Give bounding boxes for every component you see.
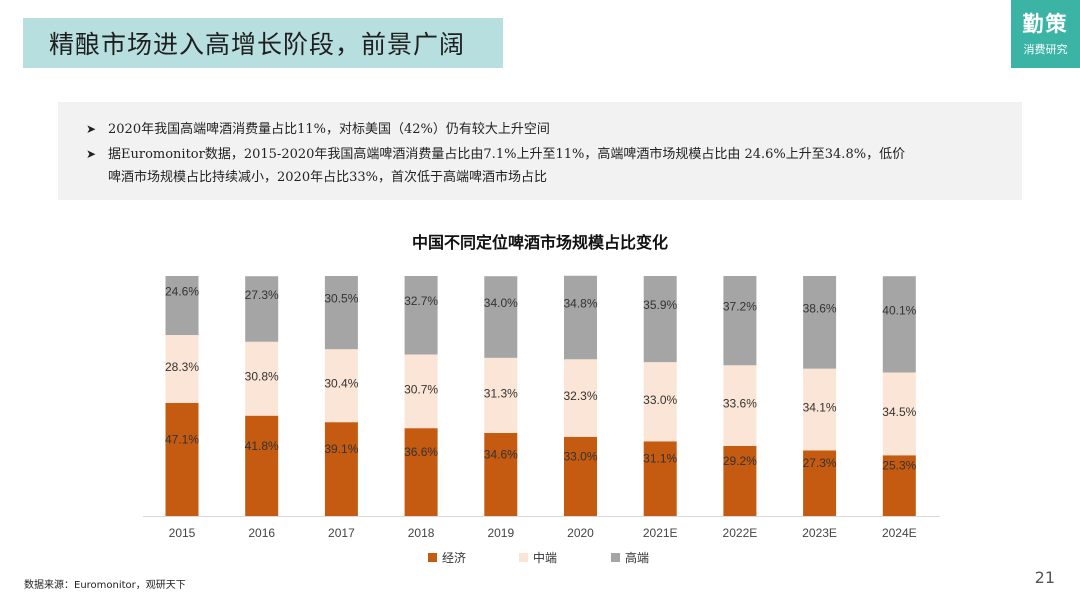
bar-segment-2016-中端: [245, 341, 279, 416]
summary-bullet-2-cont: 啤酒市场规模占比持续减小，2020年占比33%，首次低于高端啤酒市场占比: [108, 166, 547, 190]
bar-segment-2024E-高端: [882, 276, 916, 373]
bar-segment-2018-中端: [404, 354, 438, 429]
data-label-2016-经济: 41.8%: [245, 439, 279, 453]
data-label-2022E-高端: 37.2%: [723, 300, 757, 314]
bar-segment-2015-经济: [165, 402, 199, 516]
bar-segment-2017-中端: [324, 349, 358, 423]
bar-segment-2019-中端: [484, 357, 518, 433]
data-label-2024E-中端: 34.5%: [882, 405, 916, 419]
arrow-right-icon: ➤: [86, 147, 97, 161]
bar-segment-2015-中端: [165, 335, 199, 403]
x-tick-label-2016: 2016: [248, 526, 275, 540]
chart-title: 中国不同定位啤酒市场规模占比变化: [411, 233, 668, 252]
legend-swatch-高端: [611, 553, 620, 562]
data-label-2021E-经济: 31.1%: [643, 452, 677, 466]
bar-segment-2021E-中端: [643, 362, 677, 442]
summary-bullet-2: ➤ 据Euromonitor数据，2015-2020年我国高端啤酒消费量占比由7.…: [86, 142, 905, 167]
data-label-2020-高端: 34.8%: [563, 297, 597, 311]
data-label-2019-高端: 34.0%: [484, 296, 518, 310]
data-label-2015-中端: 28.3%: [165, 360, 199, 374]
bullet-1-text: 2020年我国高端啤酒消费量占比11%，对标美国（42%）仍有较大上升空间: [108, 122, 550, 137]
bar-segment-2023E-高端: [803, 276, 837, 369]
bar-segment-2017-经济: [324, 422, 358, 516]
data-label-2019-经济: 34.6%: [484, 447, 518, 461]
data-label-2015-经济: 47.1%: [165, 432, 199, 446]
data-label-2024E-高端: 40.1%: [882, 303, 916, 317]
title-bar: 精酿市场进入高增长阶段，前景广阔: [23, 18, 503, 68]
data-label-2023E-经济: 27.3%: [803, 456, 837, 470]
legend-label-经济: 经济: [442, 550, 466, 565]
data-label-2022E-经济: 29.2%: [723, 454, 757, 468]
legend-swatch-中端: [519, 553, 528, 562]
x-tick-label-2017: 2017: [328, 526, 355, 540]
x-tick-label-2018: 2018: [408, 526, 435, 540]
page-title: 精酿市场进入高增长阶段，前景广阔: [49, 30, 466, 59]
data-label-2024E-经济: 25.3%: [882, 459, 916, 473]
bar-segment-2021E-高端: [643, 276, 677, 363]
data-label-2017-高端: 30.5%: [324, 292, 358, 306]
data-label-2023E-中端: 34.1%: [803, 401, 837, 415]
x-tick-label-2019: 2019: [487, 526, 514, 540]
data-label-2018-中端: 30.7%: [404, 382, 438, 396]
data-label-2022E-中端: 33.6%: [723, 397, 757, 411]
brand-logo: 勤策 消费研究: [1011, 0, 1080, 68]
logo-sub-text: 消费研究: [1023, 43, 1068, 56]
x-tick-label-2023E: 2023E: [802, 526, 837, 540]
data-label-2016-中端: 30.8%: [245, 370, 279, 384]
logo-main-text: 勤策: [1022, 12, 1069, 36]
data-label-2020-中端: 32.3%: [563, 389, 597, 403]
bar-segment-2016-经济: [245, 415, 279, 516]
summary-box: ➤ 2020年我国高端啤酒消费量占比11%，对标美国（42%）仍有较大上升空间 ➤…: [58, 102, 1022, 200]
bar-segment-2020-中端: [564, 359, 597, 437]
bar-segment-2020-高端: [564, 275, 597, 360]
page-number: 21: [1034, 568, 1055, 587]
bar-segment-2015-高端: [165, 276, 199, 336]
bar-segment-2022E-经济: [723, 445, 757, 516]
x-tick-label-2015: 2015: [169, 526, 196, 540]
bullet-2-text-line1: 据Euromonitor数据，2015-2020年我国高端啤酒消费量占比由7.1…: [108, 147, 906, 162]
legend-label-中端: 中端: [533, 550, 557, 565]
bar-segment-2020-经济: [564, 436, 597, 516]
x-tick-label-2024E: 2024E: [882, 526, 917, 540]
bar-segment-2022E-高端: [723, 276, 757, 366]
bar-segment-2023E-经济: [803, 450, 837, 516]
arrow-right-icon: ➤: [86, 122, 97, 136]
bar-segment-2024E-经济: [882, 455, 916, 516]
bar-segment-2022E-中端: [723, 365, 757, 446]
data-label-2017-中端: 30.4%: [324, 377, 358, 391]
summary-bullet-1: ➤ 2020年我国高端啤酒消费量占比11%，对标美国（42%）仍有较大上升空间: [86, 117, 550, 142]
data-label-2019-中端: 31.3%: [484, 386, 518, 400]
data-label-2020-经济: 33.0%: [563, 449, 597, 463]
bar-segment-2016-高端: [245, 276, 279, 342]
bar-segment-2017-高端: [324, 276, 358, 350]
bar-segment-2018-经济: [404, 428, 438, 516]
data-label-2021E-中端: 33.0%: [643, 393, 677, 407]
x-tick-label-2020: 2020: [567, 526, 594, 540]
bullet-2-text-line2: 啤酒市场规模占比持续减小，2020年占比33%，首次低于高端啤酒市场占比: [108, 170, 547, 185]
legend-swatch-经济: [428, 553, 437, 562]
data-label-2018-高端: 32.7%: [404, 294, 438, 308]
bar-segment-2019-经济: [484, 432, 518, 516]
data-label-2021E-高端: 35.9%: [643, 298, 677, 312]
data-label-2017-经济: 39.1%: [324, 442, 358, 456]
bar-segment-2021E-经济: [643, 441, 677, 516]
data-source: 数据来源：Euromonitor，观研天下: [24, 580, 186, 591]
x-tick-label-2022E: 2022E: [723, 526, 758, 540]
legend-label-高端: 高端: [625, 550, 649, 565]
bar-segment-2018-高端: [404, 276, 438, 355]
bar-segment-2024E-中端: [882, 372, 916, 456]
x-tick-label-2021E: 2021E: [643, 526, 678, 540]
data-label-2016-高端: 27.3%: [245, 288, 279, 302]
data-label-2015-高端: 24.6%: [165, 285, 199, 299]
bar-segment-2019-高端: [484, 276, 518, 358]
data-label-2023E-高端: 38.6%: [803, 301, 837, 315]
data-label-2018-经济: 36.6%: [404, 445, 438, 459]
bar-segment-2023E-中端: [803, 368, 837, 451]
